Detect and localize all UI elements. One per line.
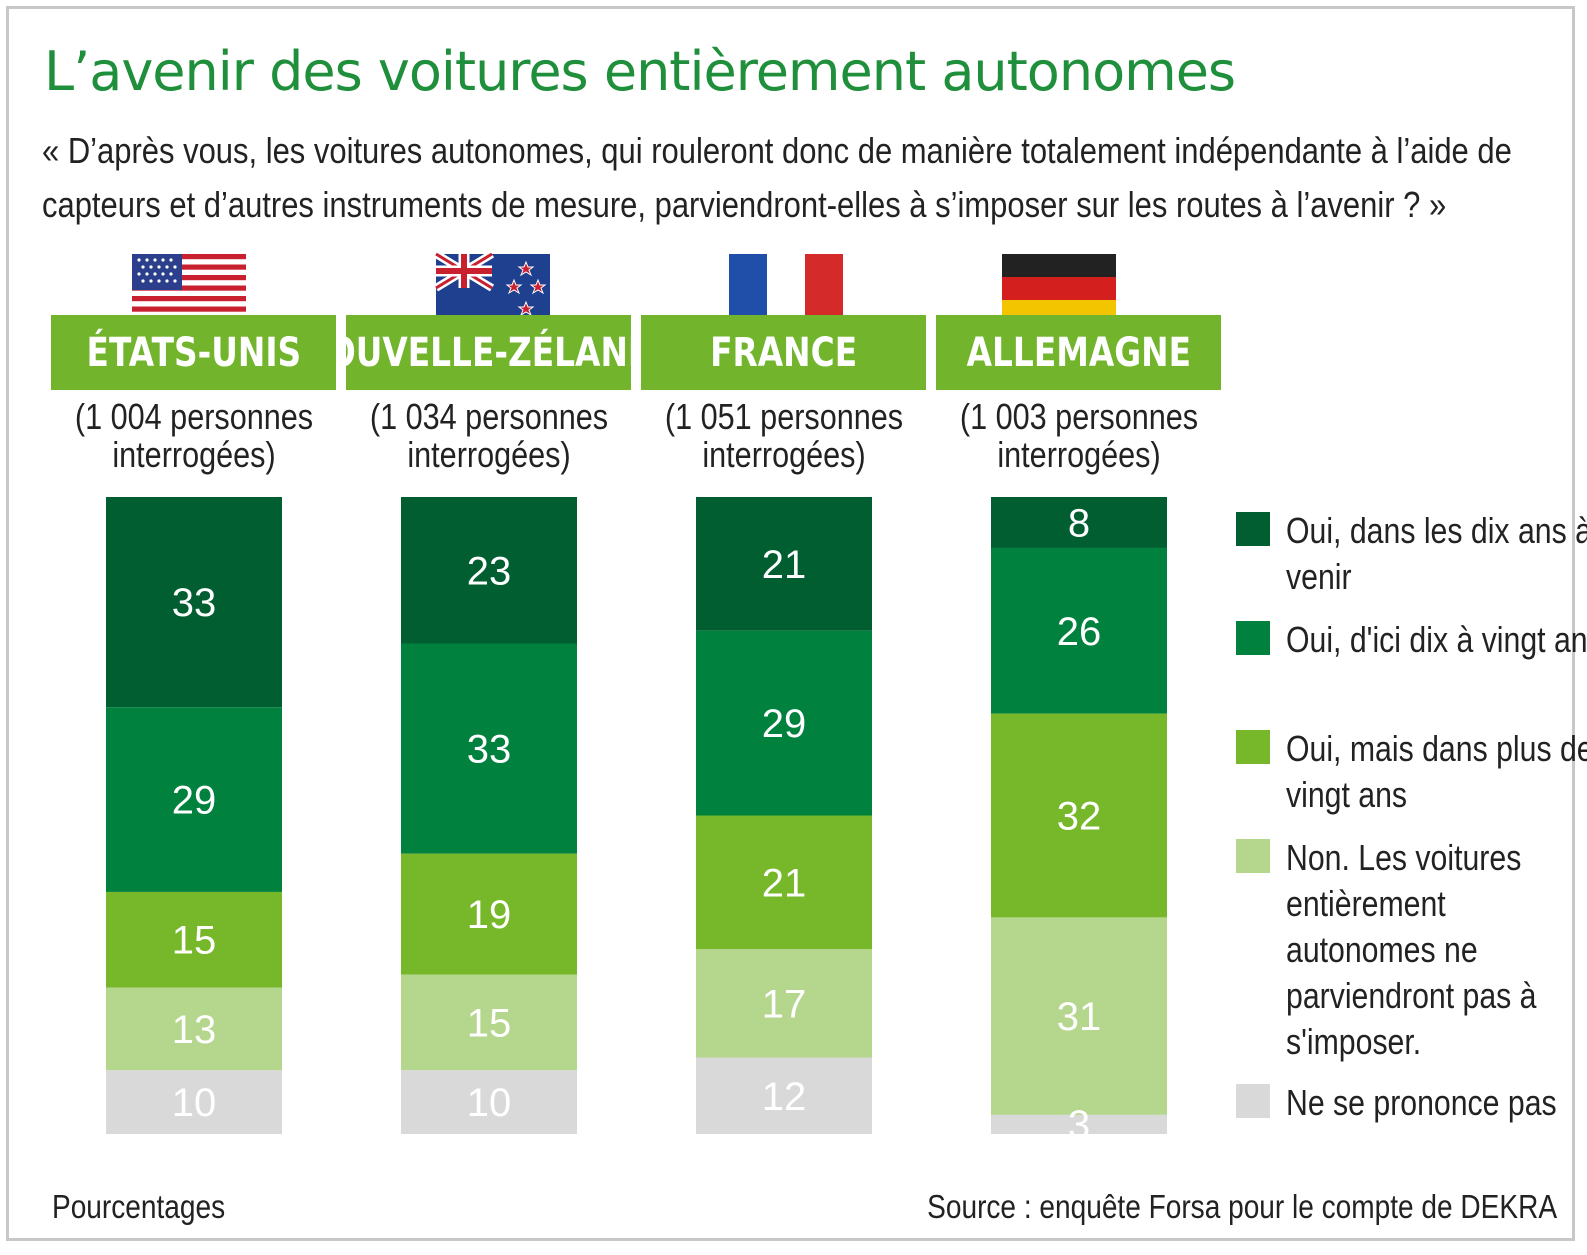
bar-segment bbox=[696, 949, 872, 1058]
sample-size-germany: (1 003 personnes interrogées) bbox=[959, 396, 1199, 475]
bar-segment bbox=[401, 1070, 577, 1134]
legend-label: Oui, d'ici dix à vingt ans bbox=[1286, 619, 1587, 660]
source-note: Source : enquête Forsa pour le compte de… bbox=[927, 1188, 1557, 1225]
bar-segment bbox=[991, 917, 1167, 1115]
units-note: Pourcentages bbox=[52, 1188, 226, 1225]
legend-swatch bbox=[1236, 621, 1270, 655]
legend-label: Non. Les voitures entièrement autonomes … bbox=[1286, 837, 1537, 1062]
bar-segment bbox=[401, 497, 577, 644]
bar-value-label: 13 bbox=[172, 1008, 217, 1052]
bar-value-label: 32 bbox=[1057, 795, 1102, 839]
legend-label: Oui, mais dans plus de vingt ans bbox=[1286, 728, 1587, 815]
chart-frame bbox=[6, 6, 1575, 1241]
bar-segment bbox=[696, 1057, 872, 1134]
bar-value-label: 33 bbox=[172, 581, 217, 625]
chart-title: L’avenir des voitures entièrement autono… bbox=[44, 40, 1236, 103]
legend-swatch bbox=[1236, 730, 1270, 764]
sample-size-new-zealand: (1 034 personnes interrogées) bbox=[369, 396, 609, 475]
bar-segment bbox=[991, 547, 1167, 714]
bar-value-label: 29 bbox=[762, 702, 807, 746]
bar-segment bbox=[106, 891, 282, 988]
usa-flag-icon bbox=[132, 254, 246, 322]
legend-swatch bbox=[1236, 512, 1270, 546]
country-box-france: FRANCE bbox=[641, 315, 926, 390]
bar-segment bbox=[401, 974, 577, 1071]
bar-segment bbox=[401, 643, 577, 854]
bar-value-label: 21 bbox=[762, 543, 807, 587]
bar-segment bbox=[991, 1114, 1167, 1134]
bar-value-label: 12 bbox=[762, 1075, 807, 1119]
bar-segment bbox=[991, 497, 1167, 548]
country-box-germany: ALLEMAGNE bbox=[936, 315, 1221, 390]
survey-question: « D’après vous, les voitures autonomes, … bbox=[42, 130, 1512, 225]
bar-value-label: 10 bbox=[467, 1081, 512, 1125]
bar-value-label: 26 bbox=[1057, 610, 1102, 654]
bar-value-label: 15 bbox=[467, 1002, 512, 1046]
bar-segment bbox=[106, 987, 282, 1071]
bar-value-label: 21 bbox=[762, 861, 807, 905]
bar-segment bbox=[106, 707, 282, 892]
legend-label: Oui, dans les dix ans à venir bbox=[1286, 510, 1587, 597]
bar-segment bbox=[696, 497, 872, 631]
bar-segment bbox=[696, 630, 872, 816]
bar-value-label: 19 bbox=[467, 893, 512, 937]
bar-value-label: 23 bbox=[467, 549, 512, 593]
legend-swatch bbox=[1236, 1084, 1270, 1118]
legend-swatch bbox=[1236, 839, 1270, 873]
bar-value-label: 31 bbox=[1057, 995, 1102, 1039]
bar-value-label: 15 bbox=[172, 919, 217, 963]
bar-segment bbox=[106, 497, 282, 708]
legend-label: Ne se prononce pas bbox=[1286, 1082, 1557, 1123]
new-zealand-flag-icon bbox=[434, 250, 550, 322]
bar-value-label: 8 bbox=[1068, 501, 1090, 545]
bar-value-label: 10 bbox=[172, 1081, 217, 1125]
sample-size-france: (1 051 personnes interrogées) bbox=[664, 396, 904, 475]
bar-value-label: 29 bbox=[172, 779, 217, 823]
bar-value-label: 33 bbox=[467, 728, 512, 772]
bar-segment bbox=[401, 853, 577, 975]
bar-segment bbox=[991, 713, 1167, 918]
country-box-new-zealand: NOUVELLE-ZÉLANDE bbox=[346, 315, 631, 390]
sample-size-usa: (1 004 personnes interrogées) bbox=[74, 396, 314, 475]
country-box-usa: ÉTATS-UNIS bbox=[51, 315, 336, 390]
bar-value-label: 17 bbox=[762, 982, 807, 1026]
bar-value-label: 3 bbox=[1068, 1103, 1090, 1147]
france-flag-icon bbox=[729, 254, 843, 322]
bar-segment bbox=[106, 1070, 282, 1134]
bar-segment bbox=[696, 815, 872, 950]
